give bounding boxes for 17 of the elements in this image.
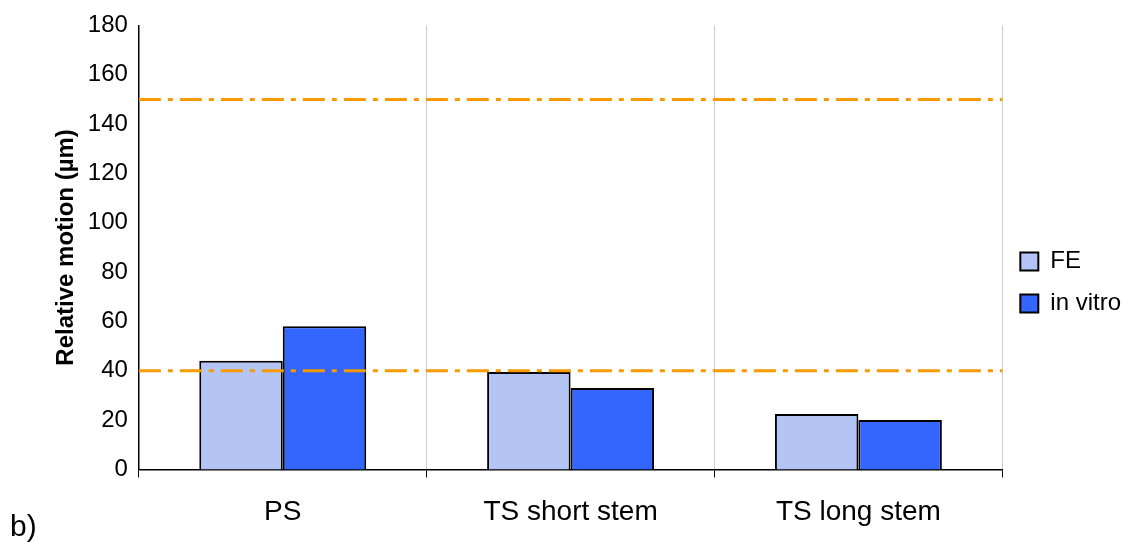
x-tick-label: PS [264,494,302,526]
y-tick-label: 100 [87,207,128,235]
y-tick-label: 40 [101,355,128,383]
y-tick-label: 180 [87,10,128,38]
y-tick-label: 160 [87,59,128,87]
text: b) [10,509,37,543]
y-axis-title: Relative motion (µm) [51,129,79,366]
x-tick-label: TS long stem [775,494,941,526]
y-tick-label: 140 [87,108,128,136]
legend-label: in vitro [1050,288,1121,316]
y-tick-label: 20 [101,404,128,432]
y-tick-label: 120 [87,158,128,186]
y-tick-label: 0 [114,454,128,482]
y-tick-label: 60 [101,306,128,334]
x-tick-label: TS short stem [483,494,658,526]
legend-label: FE [1050,246,1081,274]
y-tick-label: 80 [101,256,128,284]
